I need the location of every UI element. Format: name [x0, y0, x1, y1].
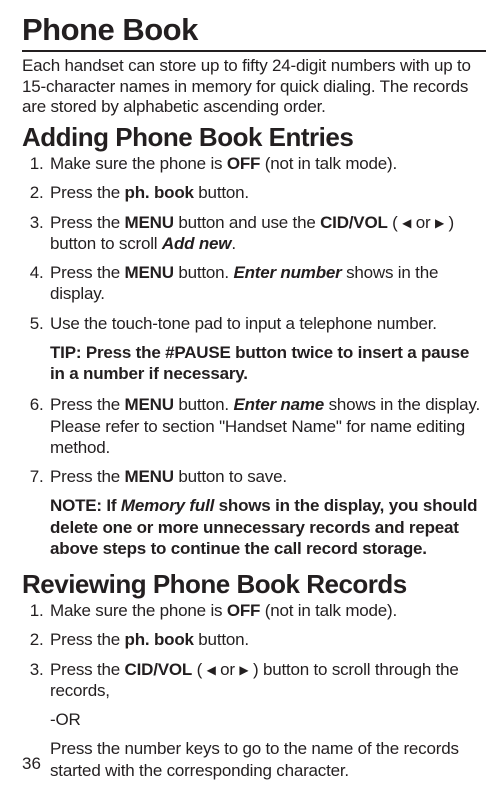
- label-off: OFF: [227, 601, 260, 620]
- label-menu: MENU: [125, 467, 174, 486]
- label-menu: MENU: [125, 395, 174, 414]
- step-6: Press the MENU button. Enter name shows …: [48, 394, 486, 458]
- section-heading-reviewing: Reviewing Phone Book Records: [22, 569, 486, 600]
- or-line: -OR: [50, 709, 486, 730]
- section-heading-adding: Adding Phone Book Entries: [22, 122, 486, 153]
- label-enter-number: Enter number: [233, 263, 341, 282]
- step-4: Press the MENU button. Enter number show…: [48, 262, 486, 305]
- label-menu: MENU: [125, 213, 174, 232]
- label-off: OFF: [227, 154, 260, 173]
- label-memory-full: Memory full: [121, 496, 214, 515]
- label-menu: MENU: [125, 263, 174, 282]
- page-number: 36: [22, 754, 41, 774]
- label-cidvol: CID/VOL: [125, 660, 193, 679]
- triangle-right-icon: ▶: [435, 216, 444, 230]
- label-cidvol: CID/VOL: [320, 213, 388, 232]
- note-text: NOTE: If Memory full shows in the displa…: [50, 495, 486, 559]
- reviewing-steps-list: Make sure the phone is OFF (not in talk …: [22, 600, 486, 701]
- adding-steps-list-cont: Press the MENU button. Enter name shows …: [22, 394, 486, 487]
- triangle-left-icon: ◀: [402, 216, 411, 230]
- tip-text: TIP: Press the #PAUSE button twice to in…: [50, 342, 486, 385]
- label-addnew: Add new: [162, 234, 231, 253]
- rstep-2: Press the ph. book button.: [48, 629, 486, 650]
- adding-steps-list: Make sure the phone is OFF (not in talk …: [22, 153, 486, 334]
- intro-text: Each handset can store up to fifty 24-di…: [22, 56, 486, 118]
- step-1: Make sure the phone is OFF (not in talk …: [48, 153, 486, 174]
- step-2: Press the ph. book button.: [48, 182, 486, 203]
- step-3: Press the MENU button and use the CID/VO…: [48, 212, 486, 255]
- label-phbook: ph. book: [125, 183, 194, 202]
- press-number-keys: Press the number keys to go to the name …: [50, 738, 486, 781]
- page-title: Phone Book: [22, 12, 486, 52]
- page: Phone Book Each handset can store up to …: [0, 0, 500, 788]
- rstep-3: Press the CID/VOL ( ◀ or ▶ ) button to s…: [48, 659, 486, 702]
- step-7: Press the MENU button to save.: [48, 466, 486, 487]
- step-5: Use the touch-tone pad to input a teleph…: [48, 313, 486, 334]
- triangle-left-icon: ◀: [207, 663, 216, 677]
- label-phbook: ph. book: [125, 630, 194, 649]
- label-enter-name: Enter name: [233, 395, 324, 414]
- rstep-1: Make sure the phone is OFF (not in talk …: [48, 600, 486, 621]
